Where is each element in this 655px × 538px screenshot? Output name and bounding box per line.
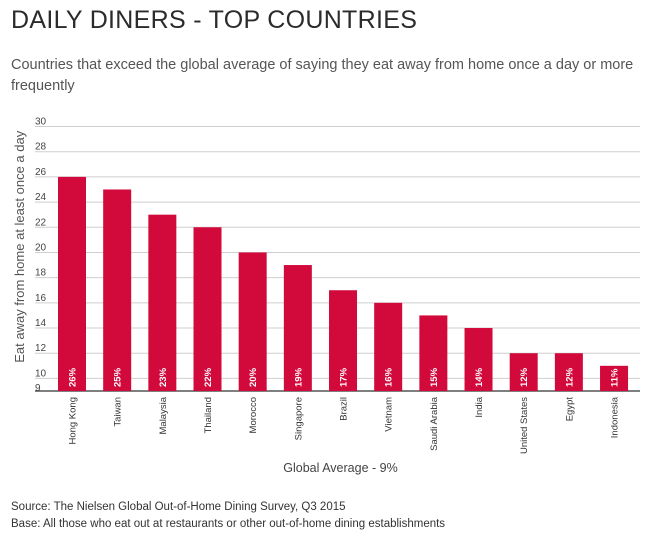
y-tick-label: 26 <box>35 167 47 178</box>
category-label: Saudi Arabia <box>429 396 440 451</box>
category-label: Thailand <box>203 397 214 433</box>
data-label: 15% <box>429 367 440 387</box>
category-label: Indonesia <box>610 396 621 438</box>
bar <box>148 214 177 391</box>
bars <box>58 176 629 391</box>
labels: 9 10 12 14 16 18 20 22 24 26 28 30 26% Hong Kong 25% Ta… <box>12 117 621 476</box>
y-axis-title: Eat away from home at least once a day <box>12 130 27 362</box>
bar <box>193 227 222 391</box>
category-label: Morocco <box>248 397 259 433</box>
y-tick-label: 9 <box>35 383 41 394</box>
bar <box>509 353 538 391</box>
chart-footer: Source: The Nielsen Global Out-of-Home D… <box>11 499 445 533</box>
category-label: Singapore <box>293 397 304 440</box>
grid-lines <box>35 126 640 392</box>
source-note: Source: The Nielsen Global Out-of-Home D… <box>11 501 346 513</box>
category-label: Hong Kong <box>68 397 79 445</box>
category-label: Malaysia <box>158 396 169 434</box>
category-label: Vietnam <box>384 397 395 432</box>
category-label: Brazil <box>339 397 350 421</box>
bar <box>374 302 403 391</box>
data-label: 16% <box>384 367 395 387</box>
bar <box>283 265 312 391</box>
bar <box>238 252 267 391</box>
data-label: 12% <box>519 367 530 387</box>
data-label: 12% <box>564 367 575 387</box>
bar <box>103 189 132 391</box>
y-tick-label: 12 <box>35 343 47 354</box>
y-tick-label: 18 <box>35 268 47 279</box>
y-tick-label: 30 <box>35 117 47 128</box>
bar <box>329 290 358 391</box>
bar <box>600 365 629 391</box>
y-tick-label: 14 <box>35 318 47 329</box>
data-label: 23% <box>158 367 169 387</box>
y-tick-label: 10 <box>35 368 47 379</box>
bar <box>464 328 493 391</box>
data-label: 25% <box>113 367 124 387</box>
category-label: Egypt <box>564 397 575 422</box>
y-tick-label: 20 <box>35 242 47 253</box>
data-label: 26% <box>68 367 79 387</box>
x-axis-title: Global Average - 9% <box>283 461 397 475</box>
y-tick-label: 22 <box>35 217 47 228</box>
data-label: 14% <box>474 367 485 387</box>
y-tick-label: 24 <box>35 192 47 203</box>
bar <box>58 176 86 391</box>
data-label: 20% <box>248 367 259 387</box>
data-label: 17% <box>339 367 350 387</box>
chart-subtitle: Countries that exceed the global average… <box>11 57 634 94</box>
bar <box>419 315 448 391</box>
y-tick-label: 28 <box>35 142 47 153</box>
category-label: India <box>474 396 485 417</box>
y-tick-label: 16 <box>35 293 47 304</box>
data-label: 11% <box>610 368 621 387</box>
data-label: 22% <box>203 367 214 387</box>
bar <box>554 353 583 391</box>
category-label: United States <box>519 397 530 454</box>
base-note: Base: All those who eat out at restauran… <box>11 518 446 530</box>
data-label: 19% <box>293 367 304 387</box>
chart-title: DAILY DINERS - TOP COUNTRIES <box>11 6 418 34</box>
category-label: Taiwan <box>113 397 124 427</box>
